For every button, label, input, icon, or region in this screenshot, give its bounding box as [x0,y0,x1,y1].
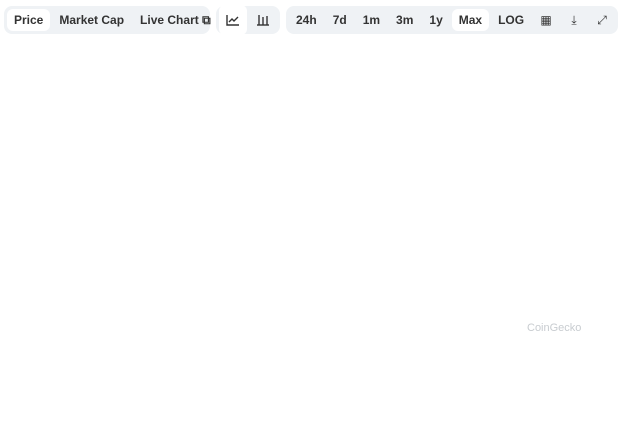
range-tab[interactable]: 3m [396,13,414,27]
icon-button[interactable]: ⤓ [571,12,577,27]
icon-button[interactable]: ⤢ [597,12,607,27]
view-tab[interactable]: Live Chart ⧉ [140,12,211,27]
view-tab[interactable]: Market Cap [59,13,125,27]
line-chart-button[interactable]: $0$0.1$0.2$0.3$0.4$0.5$0.6Jan '20Jul '20… [219,5,247,35]
view-tab[interactable]: Price [7,9,51,31]
range-tab[interactable]: Max [451,9,490,31]
icon [257,15,269,26]
range-tab[interactable]: 1m [362,13,381,27]
icon: $0$0.1$0.2$0.3$0.4$0.5$0.6Jan '20Jul '20… [226,15,239,26]
range-tab[interactable]: 24h [296,13,317,27]
chart-style: $0$0.1$0.2$0.3$0.4$0.5$0.6Jan '20Jul '20… [216,5,280,35]
icon-button[interactable]: ▦ [540,13,552,27]
range-tab[interactable]: 1y [429,13,443,27]
view-tabs: Price Market Cap Live Chart ⧉ [4,6,211,34]
range-tab[interactable]: 7d [332,13,347,27]
watermark: CoinGecko [527,322,581,334]
log-toggle[interactable]: LOG [498,13,525,27]
external-icon: ⧉ [198,12,211,27]
range-tabs: 24h 7d 1m 3m 1y Max LOG ▦ ⤓ ⤢ [286,6,618,34]
candle-chart-button[interactable] [249,5,277,35]
